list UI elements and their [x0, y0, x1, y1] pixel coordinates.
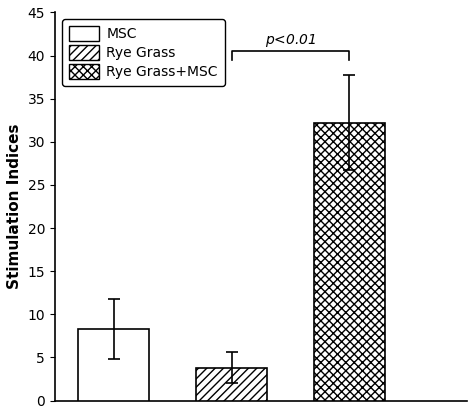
Bar: [78, 329, 149, 401]
Text: $p$<0.01: $p$<0.01: [265, 32, 316, 49]
Bar: [196, 368, 267, 401]
Bar: [314, 123, 384, 401]
Y-axis label: Stimulation Indices: Stimulation Indices: [7, 124, 22, 289]
Legend: MSC, Rye Grass, Rye Grass+MSC: MSC, Rye Grass, Rye Grass+MSC: [62, 20, 225, 86]
